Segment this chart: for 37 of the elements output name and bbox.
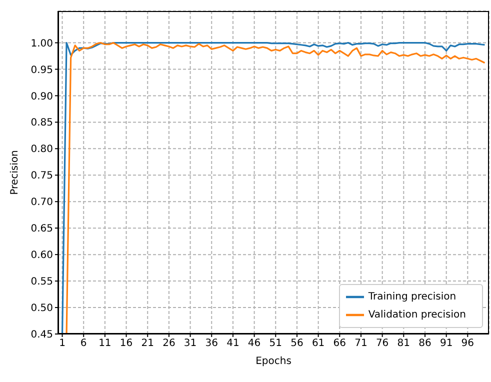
x-tick-label: 71 (354, 338, 368, 350)
y-tick-label: 0.95 (30, 64, 53, 76)
x-tick-label: 96 (461, 338, 474, 350)
y-tick-label: 0.70 (30, 197, 53, 208)
x-tick-label: 51 (269, 338, 282, 350)
y-tick-label: 0.45 (30, 330, 53, 341)
x-tick-label: 86 (418, 338, 432, 350)
y-tick-label: 0.55 (30, 276, 53, 288)
x-tick-label: 21 (141, 338, 154, 350)
legend-label: Validation precision (368, 310, 466, 321)
y-tick-label: 0.80 (30, 144, 53, 156)
y-tick-label: 1.00 (30, 38, 53, 50)
y-tick-label: 0.85 (30, 118, 53, 129)
y-tick-label: 0.90 (30, 91, 53, 102)
x-axis-title: Epochs (256, 356, 292, 367)
x-tick-label: 11 (98, 338, 112, 350)
y-tick-label: 0.50 (30, 303, 53, 314)
x-tick-label: 6 (80, 338, 87, 350)
x-tick-label: 36 (205, 338, 218, 350)
x-tick-label: 61 (312, 338, 325, 350)
y-tick-label: 0.60 (30, 250, 53, 262)
y-axis-title: Precision (10, 150, 21, 195)
x-tick-label: 91 (440, 338, 453, 350)
x-tick-label: 16 (120, 338, 133, 350)
y-tick-label: 0.75 (30, 170, 53, 182)
x-tick-label: 1 (59, 338, 66, 350)
x-tick-label: 66 (333, 338, 346, 350)
x-tick-label: 81 (397, 338, 410, 350)
x-tick-label: 56 (290, 338, 304, 350)
x-tick-label: 76 (376, 338, 389, 350)
legend-label: Training precision (368, 292, 456, 303)
x-tick-label: 41 (226, 338, 240, 350)
x-tick-label: 46 (248, 338, 261, 350)
x-tick-label: 31 (184, 338, 197, 350)
y-tick-label: 0.65 (30, 224, 53, 235)
x-tick-label: 26 (162, 338, 176, 350)
line-series (61, 42, 486, 334)
